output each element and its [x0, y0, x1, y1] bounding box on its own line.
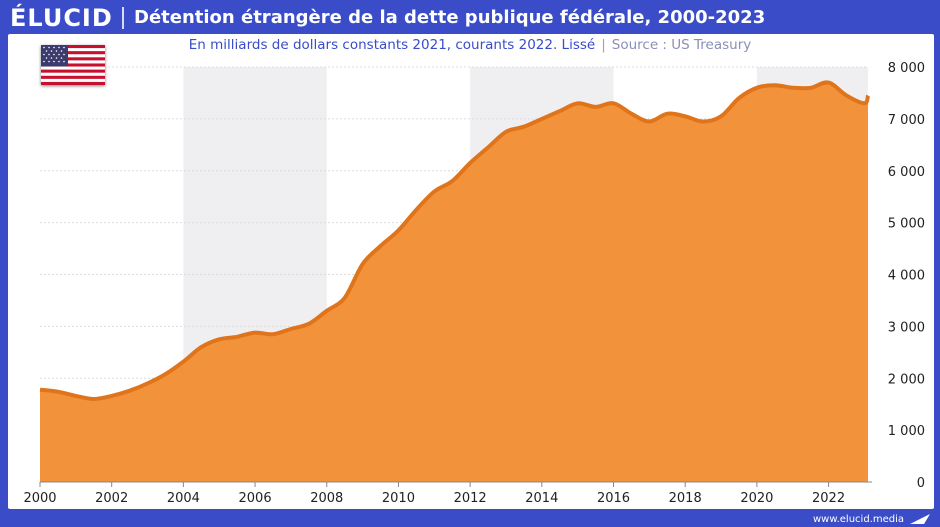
us-flag-icon	[41, 45, 105, 85]
brand-logo: ÉLUCID	[10, 4, 113, 32]
subtitle-text: En milliards de dollars constants 2021, …	[188, 37, 596, 53]
area-fill	[40, 82, 868, 483]
y-tick-label: 2 000	[888, 372, 925, 387]
x-tick-label: 2014	[525, 491, 558, 506]
header-bar: ÉLUCID Détention étrangère de la dette p…	[0, 0, 940, 34]
x-tick-label: 2002	[95, 491, 128, 506]
source-text: Source : US Treasury	[611, 37, 752, 53]
y-tick-label: 6 000	[888, 165, 925, 180]
chart-subtitle: En milliards de dollars constants 2021, …	[0, 37, 940, 53]
y-tick-label: 8 000	[888, 61, 925, 76]
x-tick-label: 2010	[382, 491, 415, 506]
x-tick-label: 2022	[812, 491, 845, 506]
y-tick-label: 7 000	[888, 113, 925, 128]
y-tick-label: 0	[917, 476, 925, 491]
x-tick-label: 2006	[239, 491, 272, 506]
chart-title: Détention étrangère de la dette publique…	[134, 7, 766, 28]
x-tick-label: 2012	[454, 491, 487, 506]
footer-url[interactable]: www.elucid.media	[812, 514, 904, 525]
x-tick-label: 2016	[597, 491, 630, 506]
y-tick-label: 3 000	[888, 320, 925, 335]
subtitle-separator: |	[601, 37, 606, 53]
y-tick-label: 4 000	[888, 269, 925, 284]
x-tick-label: 2000	[23, 491, 56, 506]
header-separator	[122, 7, 124, 29]
x-tick-label: 2018	[669, 491, 702, 506]
area-line	[39, 80, 870, 401]
x-tick-label: 2008	[310, 491, 343, 506]
x-tick-label: 2004	[167, 491, 200, 506]
x-tick-label: 2020	[740, 491, 773, 506]
elucid-mark-icon	[910, 514, 930, 524]
y-tick-label: 5 000	[888, 217, 925, 232]
y-tick-label: 1 000	[888, 424, 925, 439]
